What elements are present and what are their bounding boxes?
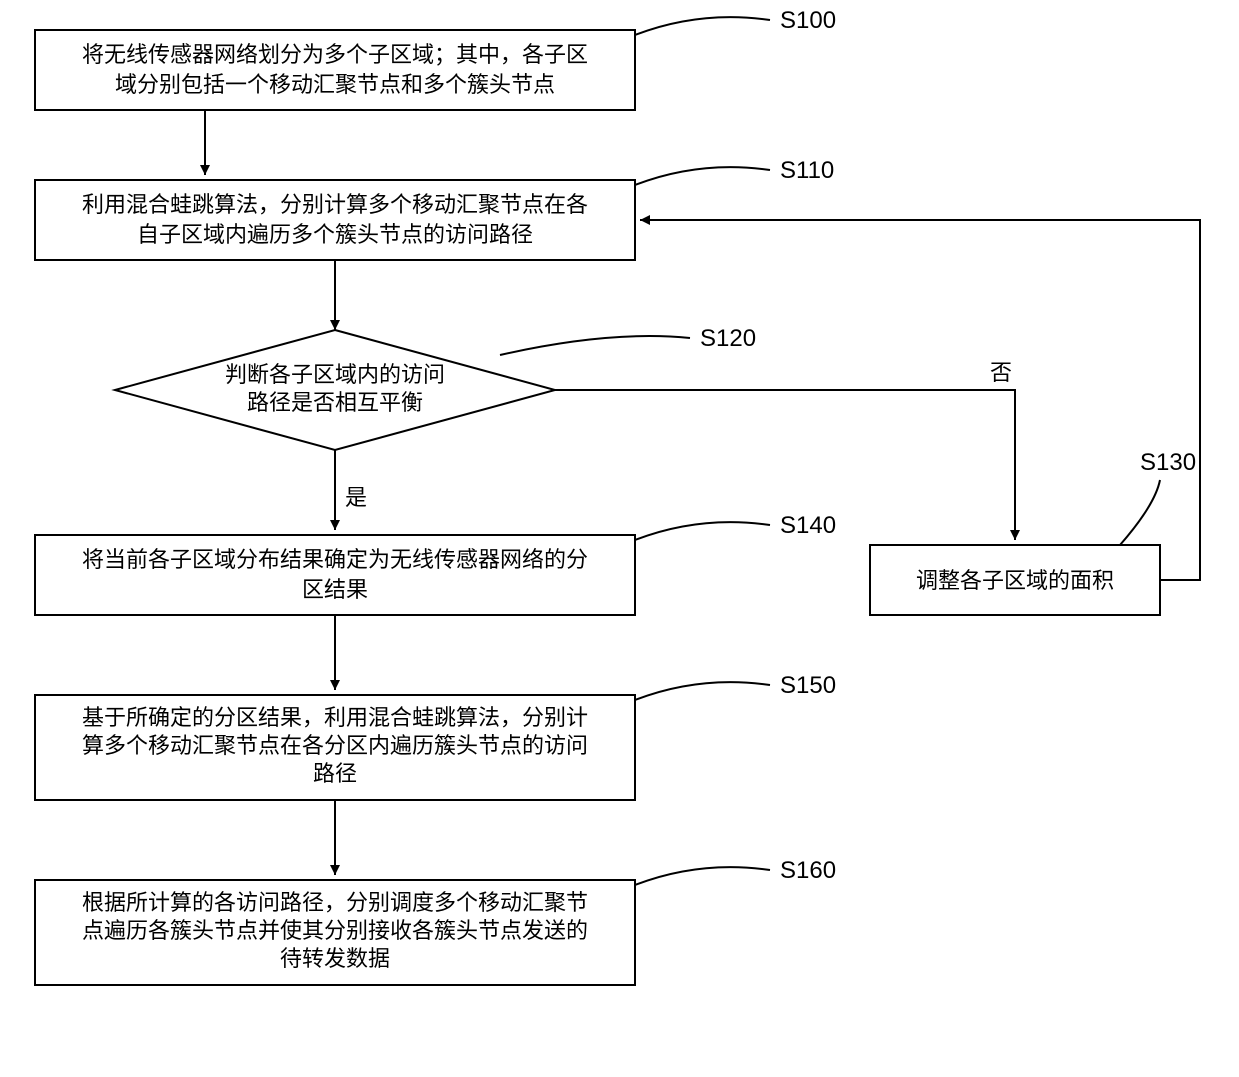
- edge-label-yes: 是: [345, 485, 367, 510]
- s150-line1: 基于所确定的分区结果，利用混合蛙跳算法，分别计: [82, 705, 588, 730]
- edge-label-no: 否: [990, 360, 1012, 385]
- label-s120: S120: [700, 325, 756, 352]
- step-s110: 利用混合蛙跳算法，分别计算多个移动汇聚节点在各 自子区域内遍历多个簇头节点的访问…: [35, 180, 635, 260]
- label-s100: S100: [780, 7, 836, 34]
- s110-line2: 自子区域内遍历多个簇头节点的访问路径: [137, 222, 533, 247]
- step-s100: 将无线传感器网络划分为多个子区域；其中，各子区 域分别包括一个移动汇聚节点和多个…: [35, 30, 635, 110]
- s100-line1: 将无线传感器网络划分为多个子区域；其中，各子区: [82, 42, 588, 67]
- label-s110: S110: [780, 157, 834, 184]
- step-s140: 将当前各子区域分布结果确定为无线传感器网络的分 区结果: [35, 535, 635, 615]
- s160-line2: 点遍历各簇头节点并使其分别接收各簇头节点发送的: [82, 918, 588, 943]
- s150-line2: 算多个移动汇聚节点在各分区内遍历簇头节点的访问: [82, 733, 588, 758]
- s140-line1: 将当前各子区域分布结果确定为无线传感器网络的分: [82, 547, 588, 572]
- s160-line3: 待转发数据: [280, 946, 390, 971]
- edge-s130-s110: [640, 220, 1200, 580]
- step-s150: 基于所确定的分区结果，利用混合蛙跳算法，分别计 算多个移动汇聚节点在各分区内遍历…: [35, 695, 635, 800]
- s120-line1: 判断各子区域内的访问: [225, 362, 445, 387]
- label-s140: S140: [780, 512, 836, 539]
- decision-s120: 判断各子区域内的访问 路径是否相互平衡: [115, 330, 555, 450]
- s120-line2: 路径是否相互平衡: [247, 390, 423, 415]
- s110-line1: 利用混合蛙跳算法，分别计算多个移动汇聚节点在各: [82, 192, 588, 217]
- label-s150: S150: [780, 672, 836, 699]
- s130-line1: 调整各子区域的面积: [916, 568, 1114, 593]
- s100-line2: 域分别包括一个移动汇聚节点和多个簇头节点: [115, 72, 555, 97]
- label-s130: S130: [1140, 449, 1196, 476]
- s160-line1: 根据所计算的各访问路径，分别调度多个移动汇聚节: [82, 890, 588, 915]
- s140-line2: 区结果: [302, 577, 368, 602]
- step-s130: 调整各子区域的面积: [870, 545, 1160, 615]
- step-s160: 根据所计算的各访问路径，分别调度多个移动汇聚节 点遍历各簇头节点并使其分别接收各…: [35, 880, 635, 985]
- label-s160: S160: [780, 857, 836, 884]
- s150-line3: 路径: [313, 761, 357, 786]
